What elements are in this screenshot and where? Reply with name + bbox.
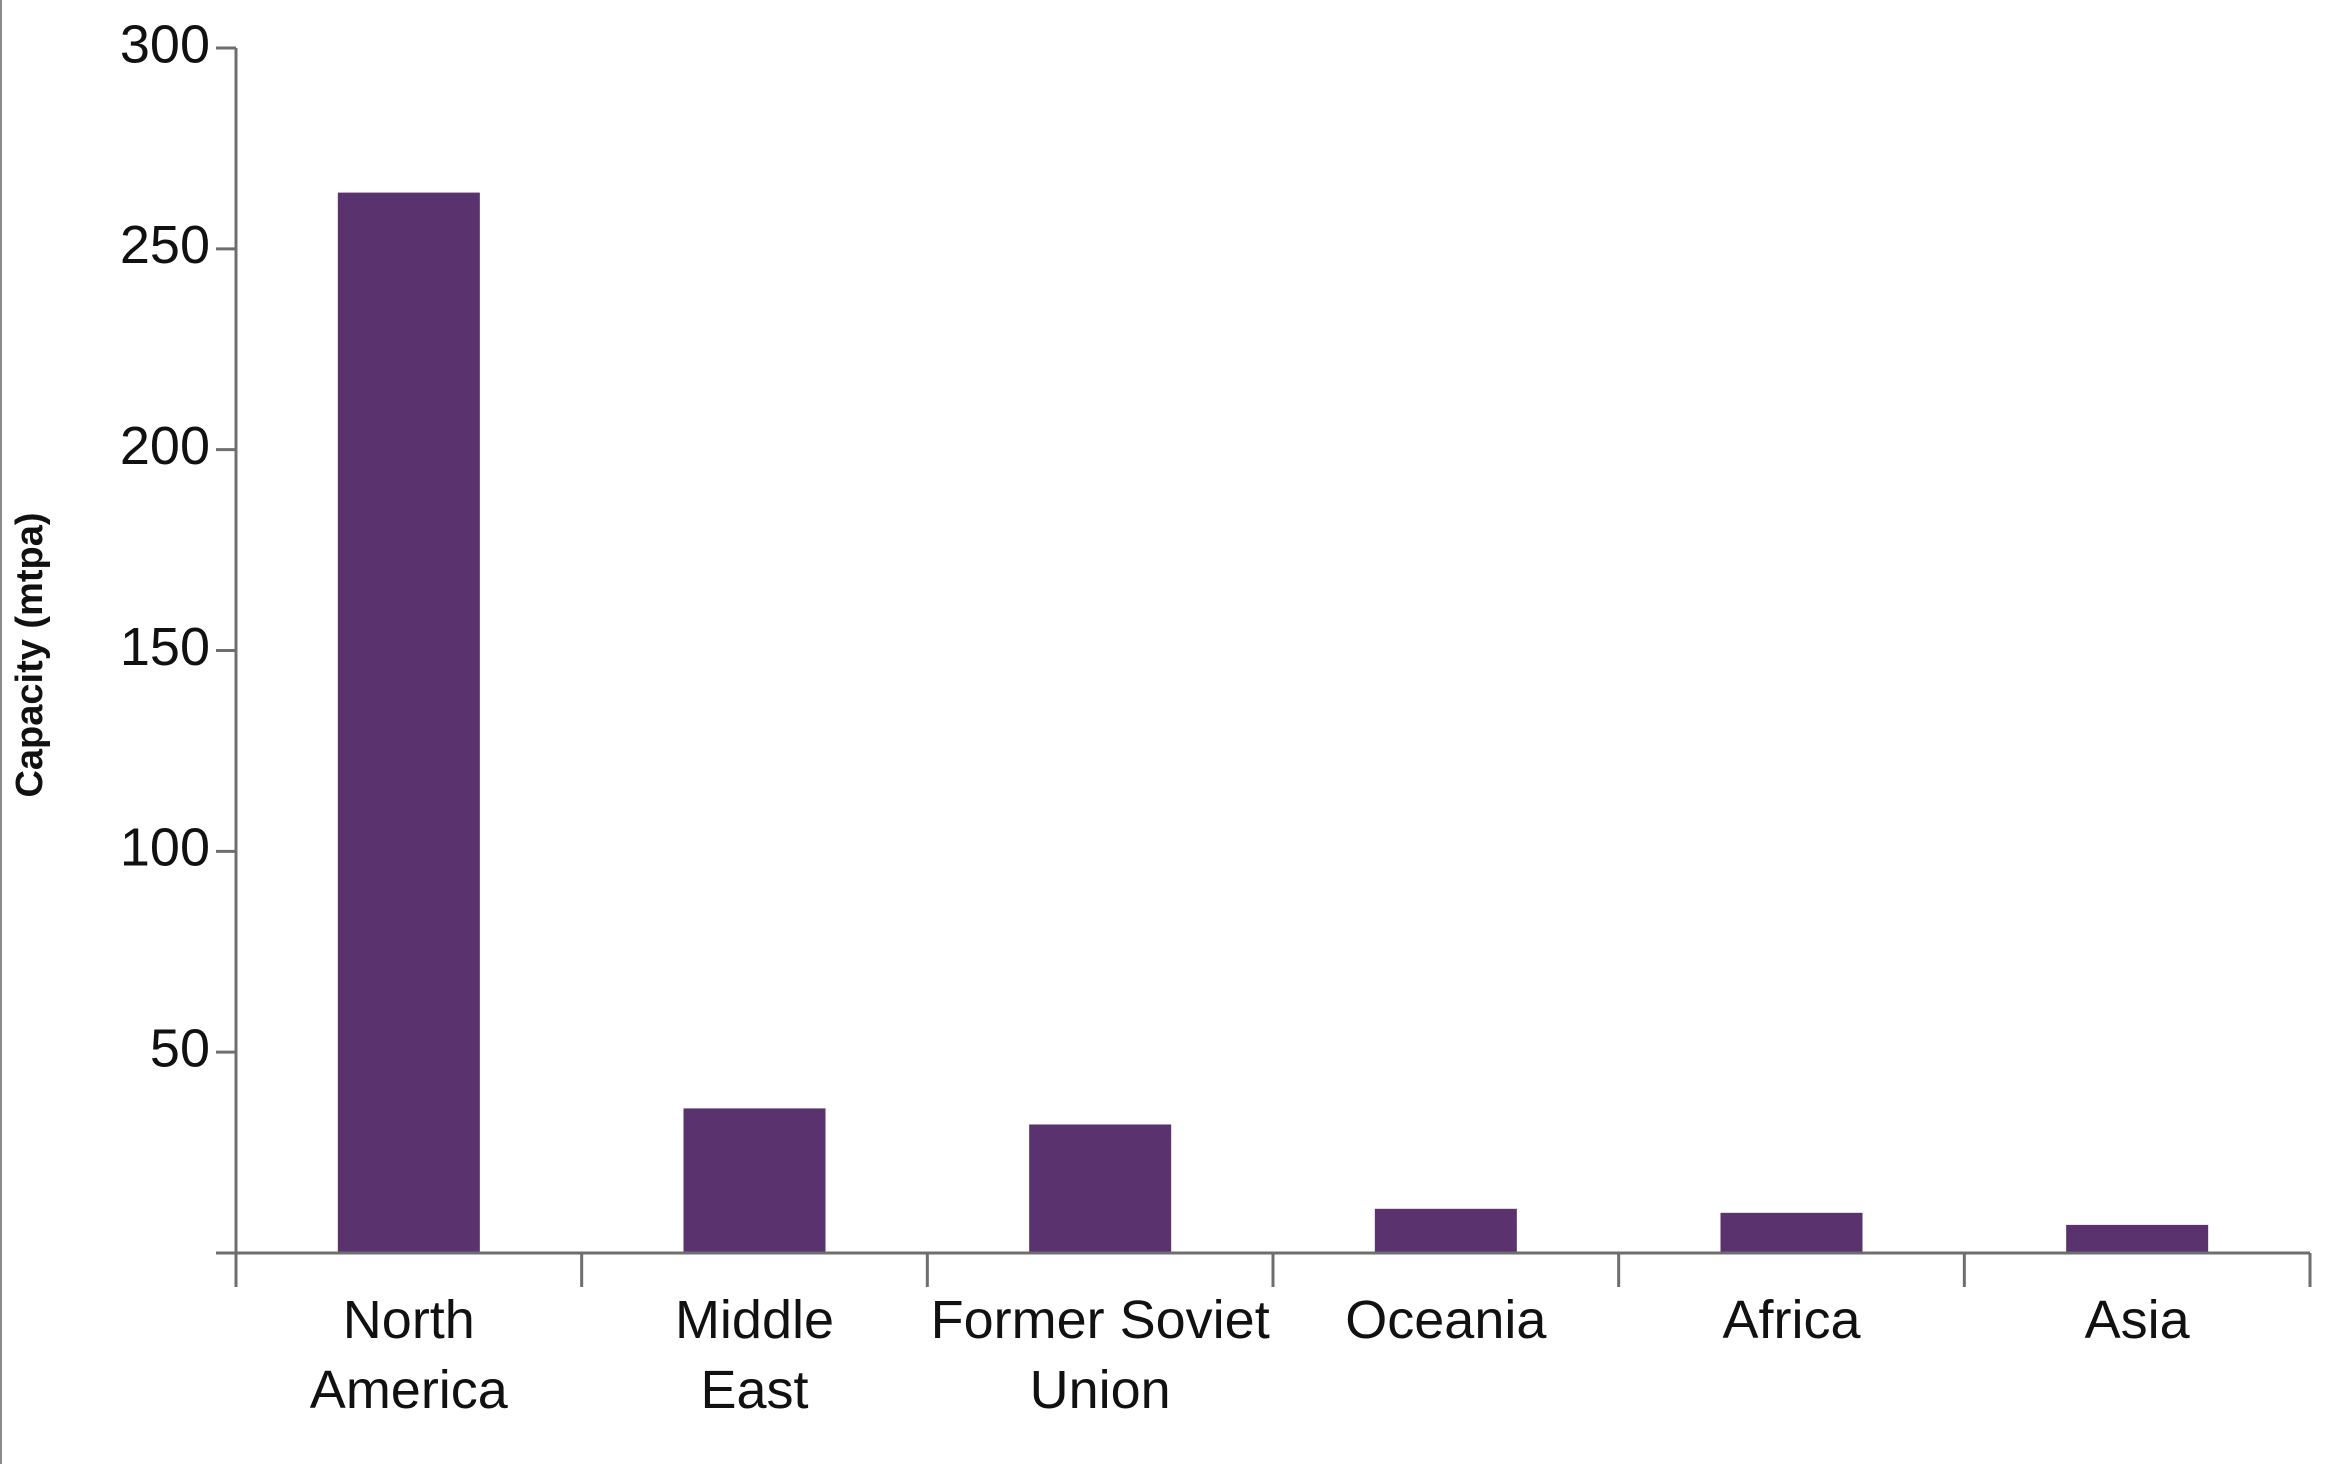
x-tick-label: North America — [310, 1290, 509, 1420]
x-tick-label-line: Oceania — [1345, 1290, 1547, 1350]
y-ticks-group: 50 100 150 200 250 300 — [120, 14, 236, 1078]
x-tick-label: Asia — [2085, 1290, 2191, 1350]
x-tick-label-line: Middle — [675, 1290, 834, 1350]
bar — [1720, 1212, 1863, 1253]
x-tick-label: Middle East — [675, 1290, 834, 1420]
bar — [2066, 1224, 2209, 1253]
y-tick-label: 300 — [120, 14, 210, 74]
y-axis-title: Capacity (mtpa) — [9, 512, 51, 797]
x-tick-label-line: Union — [1030, 1360, 1171, 1420]
bar — [683, 1108, 826, 1253]
bar — [337, 192, 480, 1254]
x-tick-label-line: North — [343, 1290, 475, 1350]
y-tick-label: 200 — [120, 416, 210, 476]
bar — [1029, 1124, 1172, 1253]
x-tick-label: Africa — [1722, 1290, 1861, 1350]
x-tick-label-line: Asia — [2085, 1290, 2191, 1350]
y-tick-label: 50 — [150, 1018, 210, 1078]
bar — [1374, 1208, 1517, 1253]
x-tick-label-line: Former Soviet — [931, 1290, 1270, 1350]
left-border — [0, 0, 2, 1464]
bars-group — [337, 192, 2209, 1254]
x-tick-label: Oceania — [1345, 1290, 1547, 1350]
x-tick-label: Former Soviet Union — [931, 1290, 1270, 1420]
x-tick-label-line: Africa — [1722, 1290, 1861, 1350]
x-tick-label-line: East — [700, 1360, 808, 1420]
y-tick-label: 150 — [120, 617, 210, 677]
y-tick-label: 100 — [120, 818, 210, 878]
y-tick-label: 250 — [120, 215, 210, 275]
axes-group — [216, 48, 2310, 1287]
x-ticks-group: North America Middle East Former Soviet Union… — [234, 1253, 2312, 1420]
x-tick-label-line: America — [310, 1360, 509, 1420]
